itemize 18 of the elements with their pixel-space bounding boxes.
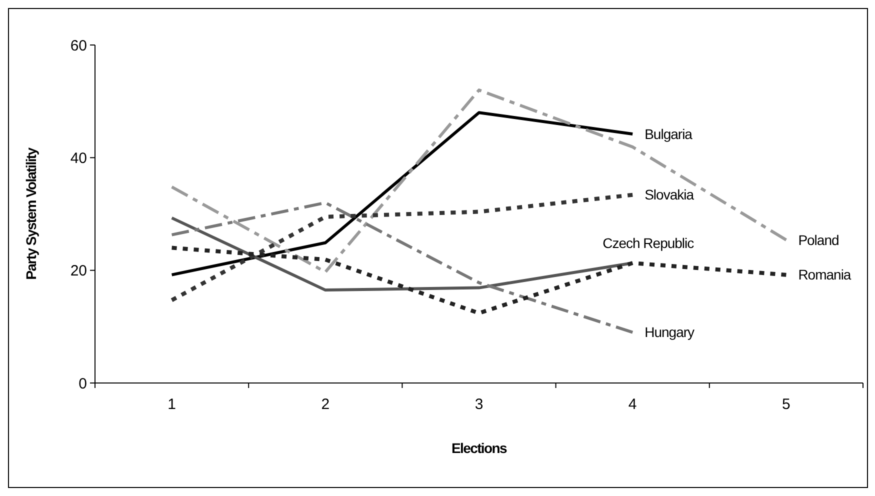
- x-tick-label: 1: [168, 396, 176, 413]
- line-series: [170, 88, 788, 274]
- series-label: Romania: [798, 266, 852, 283]
- x-tick-label: 2: [321, 396, 330, 413]
- y-tick-label: 20: [70, 262, 87, 280]
- y-tick-label: 0: [78, 375, 87, 392]
- x-tick-label: 3: [474, 396, 484, 413]
- y-tick-label: 40: [70, 150, 87, 167]
- x-tick-label: 4: [628, 396, 637, 413]
- y-axis-title: Party System Volatility: [23, 147, 39, 280]
- series-label: Slovakia: [644, 186, 694, 203]
- series-label: Bulgaria: [644, 126, 693, 142]
- series-label: Czech Republic: [602, 234, 694, 251]
- series-label: Hungary: [644, 324, 695, 340]
- x-axis-title: Elections: [451, 440, 508, 456]
- x-tick-label: 5: [782, 396, 790, 413]
- y-tick-label: 60: [70, 37, 87, 54]
- series-label: Poland: [798, 232, 839, 248]
